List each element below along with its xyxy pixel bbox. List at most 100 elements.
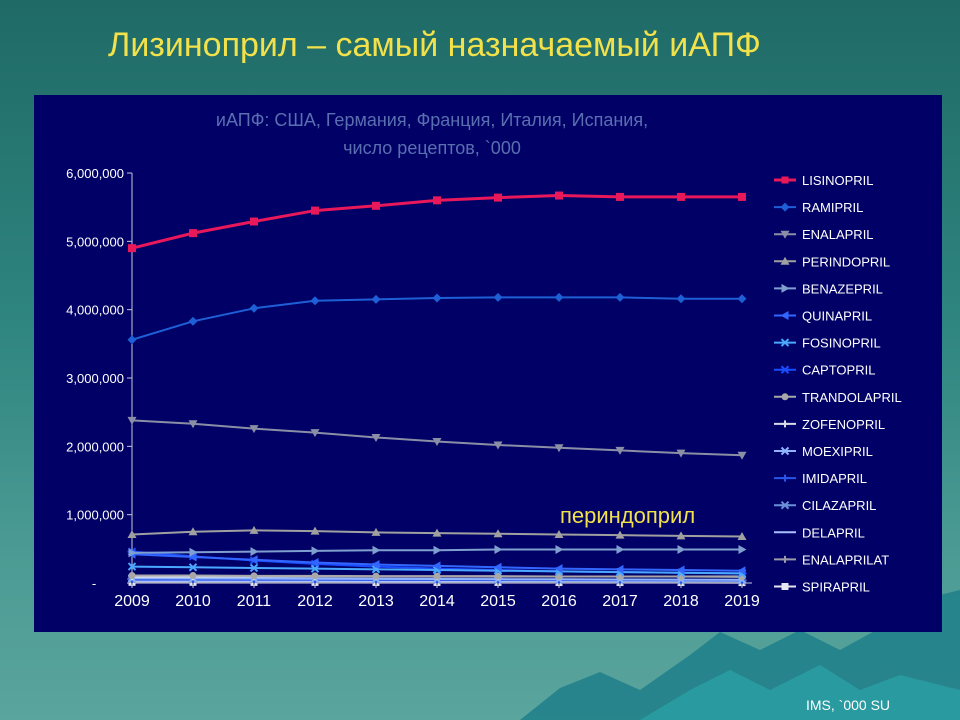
legend-label: ZOFENOPRIL <box>802 417 885 432</box>
data-point <box>676 449 686 458</box>
legend-item-imidapril: IMIDAPRIL <box>774 471 867 486</box>
chart-annotation: периндоприл <box>560 503 695 528</box>
legend-item-enalaprilat: ENALAPRILAT <box>774 552 889 567</box>
data-point <box>493 292 503 302</box>
axes-layer: - 1,000,000 2,000,000 3,000,000 4,000,000 5,0… <box>66 166 760 610</box>
data-point <box>737 532 747 541</box>
data-point <box>372 572 380 580</box>
data-point <box>310 558 319 567</box>
x-tick-label: 2014 <box>419 593 455 610</box>
legend: LISINOPRIL RAMIPRIL ENALAPRIL PERINDOPRIL BE… <box>774 173 902 595</box>
data-point <box>676 294 686 304</box>
data-point <box>616 545 625 555</box>
legend-item-spirapril: SPIRAPRIL <box>774 580 870 595</box>
legend-item-ramipril: RAMIPRIL <box>774 200 863 215</box>
x-tick-label: 2012 <box>297 593 333 610</box>
y-tick-label: - <box>92 576 96 591</box>
series-line <box>131 419 743 457</box>
series-ramipril <box>127 292 747 345</box>
data-point <box>780 446 790 456</box>
data-point <box>188 420 198 429</box>
data-point <box>615 530 625 539</box>
data-point <box>432 438 442 447</box>
data-point <box>781 420 789 428</box>
source-note: IMS, `000 SU <box>806 697 891 713</box>
series-lisinopril <box>128 191 746 253</box>
data-point <box>188 552 197 562</box>
data-point <box>188 527 198 536</box>
series-perindopril <box>127 525 747 541</box>
data-point <box>433 196 441 205</box>
data-point <box>127 335 137 345</box>
chart-title-line1: иАПФ: США, Германия, Франция, Италия, Ис… <box>216 110 648 130</box>
data-point <box>493 529 503 538</box>
data-point <box>677 545 686 555</box>
data-point <box>781 283 790 293</box>
legend-item-quinapril: QUINAPRIL <box>774 309 872 324</box>
data-point <box>128 548 137 558</box>
data-point <box>372 201 380 210</box>
legend-item-perindopril: PERINDOPRIL <box>774 254 890 269</box>
data-point <box>738 545 747 555</box>
data-point <box>555 545 564 555</box>
data-point <box>433 572 441 580</box>
chart-panel: иАПФ: США, Германия, Франция, Италия, Ис… <box>34 95 942 632</box>
legend-label: FOSINOPRIL <box>802 336 881 351</box>
legend-label: TRANDOLAPRIL <box>802 390 902 405</box>
data-point <box>310 429 320 438</box>
data-point <box>189 571 197 579</box>
legend-label: RAMIPRIL <box>802 200 863 215</box>
data-point <box>493 441 503 450</box>
data-point <box>738 192 746 201</box>
data-point <box>554 444 564 453</box>
y-tick-label: 6,000,000 <box>66 166 124 181</box>
data-point <box>737 566 746 576</box>
legend-item-cilazapril: CILAZAPRIL <box>774 498 876 513</box>
data-point <box>249 555 258 565</box>
slide-title: Лизиноприл – самый назначаемый иАПФ <box>108 26 761 64</box>
data-point <box>127 416 137 425</box>
data-point <box>555 573 563 581</box>
data-point <box>432 528 442 537</box>
x-tick-label: 2019 <box>724 593 760 610</box>
legend-item-benazepril: BENAZEPRIL <box>774 281 883 296</box>
series-benazepril <box>128 545 747 558</box>
legend-label: ENALAPRILAT <box>802 552 889 567</box>
data-point <box>249 525 259 534</box>
data-point <box>615 564 624 574</box>
x-tick-label: 2010 <box>175 593 211 610</box>
data-point <box>781 583 789 590</box>
y-tick-label: 3,000,000 <box>66 371 124 386</box>
data-point <box>250 547 259 557</box>
chart-title-line2: число рецептов, `000 <box>343 138 521 158</box>
data-point <box>616 192 624 201</box>
data-point <box>677 192 685 201</box>
legend-item-delapril: DELAPRIL <box>774 525 865 540</box>
data-point <box>781 176 789 184</box>
series-layer <box>127 191 747 587</box>
x-tick-label: 2013 <box>358 593 394 610</box>
data-point <box>781 474 789 482</box>
data-point <box>372 545 381 555</box>
data-point <box>676 565 685 575</box>
data-point <box>249 425 259 434</box>
data-point <box>128 244 136 253</box>
x-tick-label: 2017 <box>602 593 638 610</box>
legend-label: SPIRAPRIL <box>802 580 870 595</box>
data-point <box>189 547 198 557</box>
data-point <box>780 256 790 265</box>
data-point <box>493 562 502 572</box>
data-point <box>371 294 381 304</box>
legend-item-enalapril: ENALAPRIL <box>774 227 874 242</box>
data-point <box>554 292 564 302</box>
data-point <box>371 560 380 570</box>
legend-item-fosinopril: FOSINOPRIL <box>774 336 881 351</box>
x-tick-label: 2011 <box>237 593 272 610</box>
data-point <box>780 311 789 320</box>
legend-item-lisinopril: LISINOPRIL <box>774 173 874 188</box>
data-point <box>188 563 198 572</box>
data-point <box>189 229 197 238</box>
data-point <box>780 338 790 347</box>
data-point <box>494 572 502 580</box>
x-tick-label: 2016 <box>541 593 577 610</box>
